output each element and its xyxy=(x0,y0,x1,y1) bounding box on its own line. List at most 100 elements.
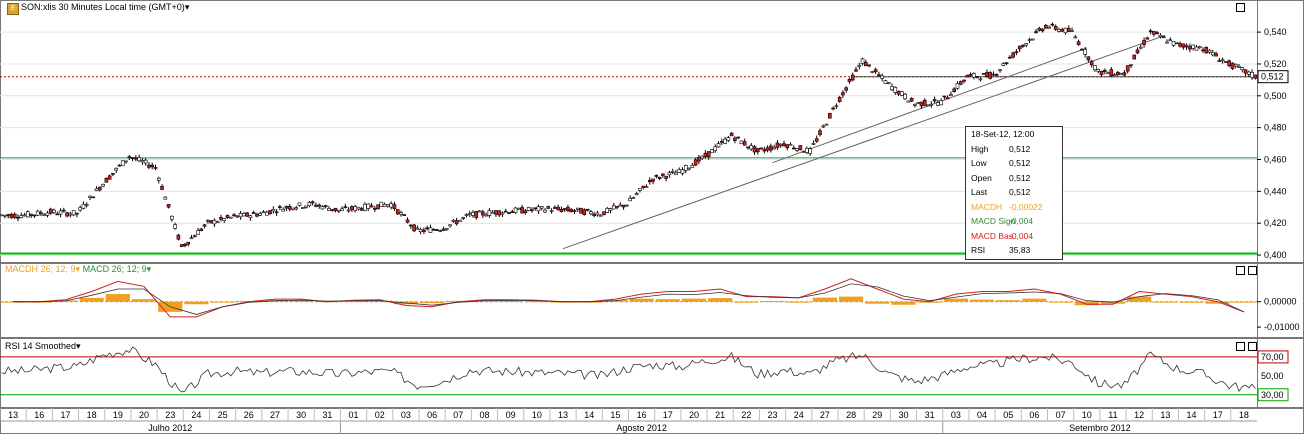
close-icon[interactable] xyxy=(1248,342,1257,351)
macdh-bar xyxy=(655,299,680,302)
candle-body xyxy=(287,205,292,210)
candle-body xyxy=(1008,56,1012,59)
candle-body xyxy=(251,212,256,215)
y-tick-label: 0,540 xyxy=(1264,27,1287,37)
candle-body xyxy=(81,203,86,209)
macd-base-line xyxy=(13,278,1245,318)
candle-body xyxy=(598,214,603,217)
candle-body xyxy=(487,210,492,216)
candle-body xyxy=(62,209,66,212)
candle-body xyxy=(670,171,675,173)
trend-lines xyxy=(562,34,1166,250)
candle-body xyxy=(55,213,60,216)
x-tick-label: 07 xyxy=(453,410,463,420)
candle-body xyxy=(255,213,259,217)
candle-body xyxy=(736,136,740,139)
candle-body xyxy=(1034,31,1038,34)
macd-panel-title[interactable]: MACDH 26; 12; 9▾ MACD 26; 12; 9▾ xyxy=(5,264,151,275)
candle-body xyxy=(464,214,469,216)
candle-body xyxy=(559,208,564,212)
candle-body xyxy=(88,195,92,198)
close-icon[interactable] xyxy=(1248,266,1257,275)
row-key: MACD Sign xyxy=(971,216,1016,226)
x-tick-label: 24 xyxy=(794,410,804,420)
candle-body xyxy=(474,211,479,218)
candle-body xyxy=(1165,41,1169,44)
candle-body xyxy=(494,210,498,215)
candle-body xyxy=(1197,46,1202,48)
candle-body xyxy=(1191,44,1195,49)
candle-body xyxy=(140,160,145,163)
candle-body xyxy=(742,141,747,146)
candle-body xyxy=(1135,49,1140,54)
candle-body xyxy=(805,147,809,153)
candle-body xyxy=(471,212,475,216)
candle-body xyxy=(782,143,786,147)
y-tick-label: 0,440 xyxy=(1264,186,1287,196)
maximize-icon[interactable] xyxy=(1236,3,1245,12)
candle-body xyxy=(634,193,639,195)
candle-body xyxy=(936,102,940,106)
candle-body xyxy=(258,213,263,216)
chevron-down-icon[interactable]: ▾ xyxy=(76,341,81,351)
minimize-icon[interactable] xyxy=(1236,342,1245,351)
macdh-bar xyxy=(1,301,26,303)
chevron-down-icon[interactable]: ▾ xyxy=(75,264,81,274)
candle-body xyxy=(834,105,839,108)
candle-body xyxy=(546,206,551,209)
candle-body xyxy=(1233,63,1238,67)
candle-body xyxy=(350,206,354,210)
candle-body xyxy=(1011,52,1015,58)
symbol-icon[interactable]: E xyxy=(7,3,19,15)
x-tick-label: 27 xyxy=(820,410,830,420)
candle-body xyxy=(274,211,279,214)
candle-body xyxy=(481,211,485,216)
chevron-down-icon[interactable]: ▾ xyxy=(184,2,190,12)
candle-body xyxy=(1017,45,1022,50)
candle-body xyxy=(582,209,587,215)
x-tick-label: 30 xyxy=(296,410,306,420)
candle-body xyxy=(1080,48,1084,51)
candle-body xyxy=(661,173,665,176)
candle-body xyxy=(160,186,164,190)
price-series xyxy=(0,22,1258,248)
candle-body xyxy=(543,209,547,213)
candle-body xyxy=(373,208,377,210)
minimize-icon[interactable] xyxy=(1236,266,1245,275)
macdh-bar xyxy=(1022,298,1047,302)
x-tick-label: 23 xyxy=(165,410,175,420)
x-tick-label: 31 xyxy=(322,410,332,420)
candle-body xyxy=(1207,49,1212,53)
row-key: RSI xyxy=(971,245,986,255)
chevron-down-icon[interactable]: ▾ xyxy=(146,264,152,274)
candle-body xyxy=(415,227,420,230)
candle-body xyxy=(562,208,567,210)
x-tick-label: 06 xyxy=(1029,410,1039,420)
candle-body xyxy=(919,101,924,107)
candle-body xyxy=(1217,60,1222,62)
x-tick-label: 02 xyxy=(375,410,385,420)
candle-body xyxy=(405,219,410,223)
chart-title[interactable]: SON:xlis 30 Minutes Local time (GMT+0)▾ xyxy=(21,2,189,13)
macdh-bar xyxy=(472,300,497,302)
candle-body xyxy=(156,177,161,181)
x-tick-label: 19 xyxy=(113,410,123,420)
candle-body xyxy=(824,123,829,126)
candle-body xyxy=(1214,53,1218,57)
macdh-bar xyxy=(812,297,837,302)
row-value: 35,83 xyxy=(1009,245,1031,255)
candle-body xyxy=(566,207,570,211)
candle-body xyxy=(841,92,845,96)
candle-body xyxy=(922,99,927,106)
x-tick-label: 24 xyxy=(191,410,201,420)
candle-body xyxy=(278,206,282,208)
rsi-title: RSI 14 Smoothed xyxy=(5,341,77,351)
candle-body xyxy=(500,212,505,215)
candle-body xyxy=(903,93,907,100)
candle-body xyxy=(39,212,43,215)
candle-body xyxy=(569,209,574,213)
candle-body xyxy=(75,212,79,215)
candle-body xyxy=(484,214,488,217)
rsi-panel-title[interactable]: RSI 14 Smoothed▾ xyxy=(5,341,81,352)
